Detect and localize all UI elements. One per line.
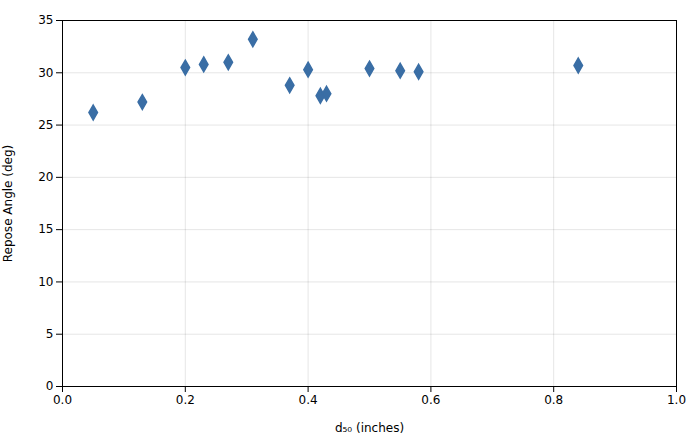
svg-text:0.4: 0.4 (299, 393, 318, 407)
svg-text:5: 5 (46, 327, 54, 341)
svg-text:d₅₀ (inches): d₅₀ (inches) (335, 421, 404, 434)
svg-text:15: 15 (38, 222, 53, 236)
svg-text:10: 10 (38, 275, 53, 289)
svg-text:20: 20 (38, 170, 53, 184)
svg-text:Repose Angle (deg): Repose Angle (deg) (1, 145, 15, 263)
svg-text:1.0: 1.0 (667, 393, 686, 407)
svg-text:0: 0 (46, 379, 54, 393)
svg-text:0.0: 0.0 (53, 393, 72, 407)
svg-text:0.6: 0.6 (421, 393, 440, 407)
svg-text:35: 35 (38, 13, 53, 27)
svg-text:25: 25 (38, 118, 53, 132)
svg-text:30: 30 (38, 66, 53, 80)
svg-text:0.8: 0.8 (544, 393, 563, 407)
svg-text:0.2: 0.2 (176, 393, 195, 407)
